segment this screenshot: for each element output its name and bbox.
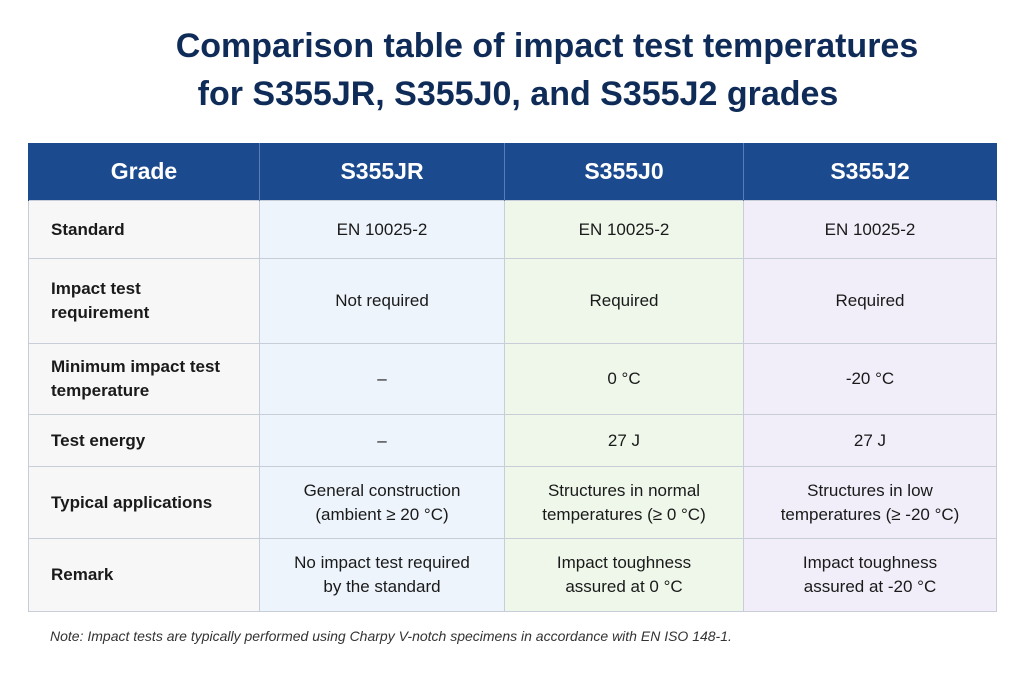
cell-line: – bbox=[377, 369, 387, 388]
cell-line: EN 10025-2 bbox=[336, 219, 428, 239]
row-label-line: Impact test bbox=[51, 279, 141, 298]
header-s355j2: S355J2 bbox=[743, 143, 997, 201]
cell-line: Required bbox=[589, 291, 659, 310]
cell-s355jr: No impact test required by the standard bbox=[259, 538, 505, 612]
cell-s355j2: Impact toughness assured at -20 °C bbox=[743, 538, 997, 612]
row-label-line: Test energy bbox=[51, 430, 146, 450]
footnote: Note: Impact tests are typically perform… bbox=[50, 628, 732, 644]
cell-line: Required bbox=[835, 291, 905, 310]
row-label-line: requirement bbox=[51, 303, 150, 322]
table-row: Typical applications General construction… bbox=[28, 466, 997, 539]
row-label-line: Typical applications bbox=[51, 492, 213, 512]
cell-s355j0: Structures in normal temperatures (≥ 0 °C… bbox=[504, 466, 744, 539]
cell-s355jr: EN 10025-2 bbox=[259, 200, 505, 259]
header-s355j0: S355J0 bbox=[504, 143, 744, 201]
cell-line: 27 J bbox=[853, 430, 887, 450]
table-row: Standard EN 10025-2 EN 10025-2 EN 10025-2 bbox=[28, 200, 997, 259]
cell-s355j2: Required bbox=[743, 258, 997, 344]
title-line-2: for S355JR, S355J0, and S355J2 grades bbox=[197, 75, 839, 113]
cell-line: 0 °C bbox=[607, 369, 641, 388]
row-label-line: Minimum impact test bbox=[51, 357, 221, 376]
cell-line: (ambient ≥ 20 °C) bbox=[315, 504, 449, 524]
row-label: Remark bbox=[28, 538, 260, 612]
cell-line: temperatures (≥ 0 °C) bbox=[542, 504, 706, 524]
cell-s355j2: 27 J bbox=[743, 414, 997, 467]
table-header-row: Grade S355JR S355J0 S355J2 bbox=[28, 143, 997, 201]
cell-line: 27 J bbox=[607, 430, 641, 450]
cell-line: temperatures (≥ -20 °C) bbox=[780, 504, 960, 524]
cell-s355j2: Structures in low temperatures (≥ -20 °C) bbox=[743, 466, 997, 539]
cell-line: Structures in normal bbox=[547, 480, 701, 500]
cell-s355j0: Required bbox=[504, 258, 744, 344]
cell-line: assured at -20 °C bbox=[803, 577, 937, 596]
cell-s355j0: Impact toughness assured at 0 °C bbox=[504, 538, 744, 612]
cell-s355j0: 0 °C bbox=[504, 343, 744, 415]
comparison-table: Grade S355JR S355J0 S355J2 Standard EN 10… bbox=[28, 143, 997, 612]
row-label: Minimum impact test temperature bbox=[28, 343, 260, 415]
row-label-line: Remark bbox=[51, 565, 114, 584]
row-label-line: Standard bbox=[51, 219, 125, 239]
cell-s355jr: – bbox=[259, 343, 505, 415]
cell-s355j0: EN 10025-2 bbox=[504, 200, 744, 259]
row-label-line: temperature bbox=[51, 381, 150, 400]
cell-line: General construction bbox=[303, 480, 461, 500]
row-label: Impact test requirement bbox=[28, 258, 260, 344]
table-row: Impact test requirement Not required Requir… bbox=[28, 258, 997, 344]
cell-line: by the standard bbox=[323, 577, 441, 596]
cell-s355jr: Not required bbox=[259, 258, 505, 344]
cell-line: Structures in low bbox=[807, 480, 933, 500]
cell-s355j0: 27 J bbox=[504, 414, 744, 467]
cell-line: EN 10025-2 bbox=[578, 219, 670, 239]
title-line-1: Comparison table of impact test temperat… bbox=[175, 27, 919, 65]
cell-line: -20 °C bbox=[845, 369, 895, 388]
page-title: Comparison table of impact test temperat… bbox=[0, 22, 1024, 118]
cell-line: EN 10025-2 bbox=[824, 219, 916, 239]
row-label: Standard bbox=[28, 200, 260, 259]
row-label: Test energy bbox=[28, 414, 260, 467]
header-grade: Grade bbox=[28, 143, 260, 201]
cell-s355j2: -20 °C bbox=[743, 343, 997, 415]
header-s355jr: S355JR bbox=[259, 143, 505, 201]
cell-line: Impact toughness bbox=[556, 553, 692, 572]
table-row: Minimum impact test temperature – 0 °C -20 °… bbox=[28, 343, 997, 415]
row-label: Typical applications bbox=[28, 466, 260, 539]
cell-line: Not required bbox=[335, 291, 429, 310]
cell-line: No impact test required bbox=[294, 553, 470, 572]
cell-s355jr: General construction (ambient ≥ 20 °C) bbox=[259, 466, 505, 539]
cell-line: assured at 0 °C bbox=[565, 577, 683, 596]
cell-line: Impact toughness bbox=[802, 553, 938, 572]
cell-line: – bbox=[377, 430, 387, 450]
cell-s355jr: – bbox=[259, 414, 505, 467]
cell-s355j2: EN 10025-2 bbox=[743, 200, 997, 259]
table-row: Remark No impact test required by the stan… bbox=[28, 538, 997, 612]
table-row: Test energy – 27 J 27 J bbox=[28, 414, 997, 467]
